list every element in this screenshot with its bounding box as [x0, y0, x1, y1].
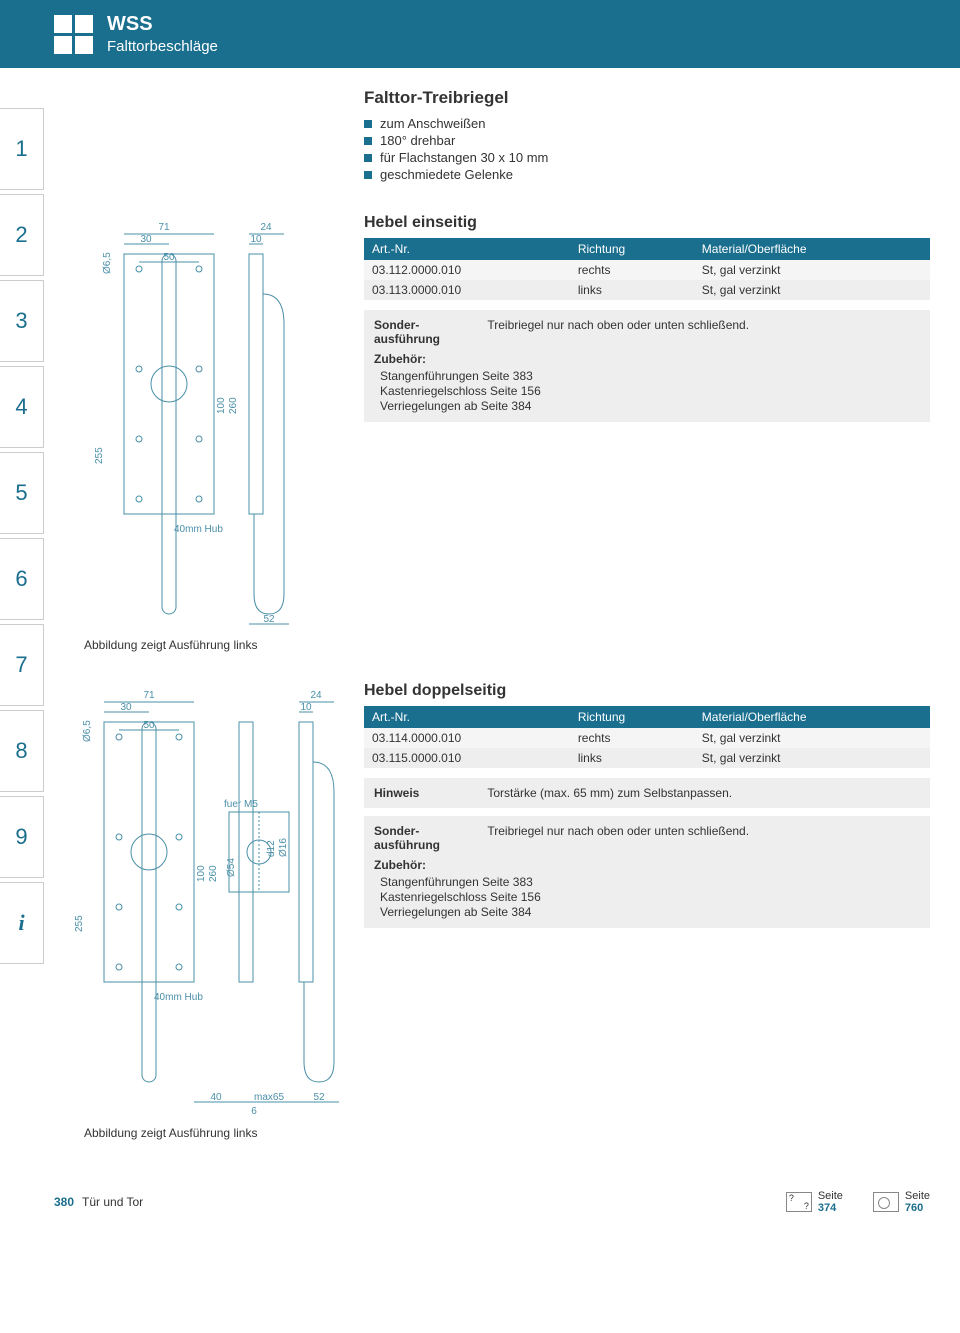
technical-drawing-2: 71 30 24 10 Ø6,5 50 100 260 255 40mm Hub… [64, 682, 364, 1122]
hint-value: Torstärke (max. 65 mm) zum Selbstanpasse… [487, 786, 913, 800]
hint-block: Hinweis Torstärke (max. 65 mm) zum Selbs… [364, 778, 930, 808]
brand-logo-icon [54, 15, 93, 54]
feature-list: zum Anschweißen 180° drehbar für Flachst… [364, 116, 930, 182]
svg-text:40: 40 [210, 1092, 222, 1103]
svg-text:260: 260 [208, 865, 219, 882]
svg-text:40mm Hub: 40mm Hub [174, 524, 223, 535]
variant-title: Hebel doppelseitig [364, 682, 930, 700]
footer-title: Tür und Tor [82, 1195, 756, 1209]
tab-3[interactable]: 3 [0, 280, 44, 362]
svg-text:30: 30 [120, 702, 132, 713]
accessory-line: Kastenriegelschloss Seite 156 [380, 384, 920, 398]
special-label: Sonder-ausführung [374, 318, 484, 346]
col-header: Material/Oberfläche [694, 706, 930, 728]
accessory-line: Stangenführungen Seite 383 [380, 369, 920, 383]
accessories-title: Zubehör: [374, 858, 920, 872]
table-row: 03.114.0000.010 rechts St, gal verzinkt [364, 728, 930, 748]
svg-text:50: 50 [163, 252, 175, 263]
feature-item: 180° drehbar [364, 133, 930, 148]
tab-9[interactable]: 9 [0, 796, 44, 878]
page-number: 380 [54, 1195, 74, 1209]
svg-text:24: 24 [310, 690, 322, 701]
table-row: 03.115.0000.010 links St, gal verzinkt [364, 748, 930, 768]
tab-info[interactable]: i [0, 882, 44, 964]
help-icon [786, 1192, 812, 1212]
special-value: Treibriegel nur nach oben oder unten sch… [487, 824, 913, 838]
section-tabs: 1 2 3 4 5 6 7 8 9 i [0, 68, 54, 1180]
svg-text:Ø16: Ø16 [278, 838, 289, 857]
tab-5[interactable]: 5 [0, 452, 44, 534]
svg-text:100: 100 [216, 397, 227, 414]
page-footer: 380 Tür und Tor Seite 374 Seite 760 [0, 1180, 960, 1230]
article-table: Art.-Nr. Richtung Material/Oberfläche 03… [364, 238, 930, 300]
svg-text:24: 24 [260, 222, 272, 233]
page-header: WSS Falttorbeschläge [0, 0, 960, 68]
variant-title: Hebel einseitig [364, 214, 930, 232]
magnify-icon [873, 1192, 899, 1212]
category-name: Falttorbeschläge [107, 38, 218, 55]
svg-text:30: 30 [140, 234, 152, 245]
svg-text:fuer M5: fuer M5 [224, 799, 258, 810]
special-block: Sonder-ausführung Treibriegel nur nach o… [364, 310, 930, 422]
tab-1[interactable]: 1 [0, 108, 44, 190]
table-row: 03.112.0000.010 rechts St, gal verzinkt [364, 260, 930, 280]
tab-8[interactable]: 8 [0, 710, 44, 792]
special-value: Treibriegel nur nach oben oder unten sch… [487, 318, 913, 332]
col-header: Material/Oberfläche [694, 238, 930, 260]
svg-text:260: 260 [228, 397, 239, 414]
accessory-line: Kastenriegelschloss Seite 156 [380, 890, 920, 904]
cross-ref-1: Seite 374 [786, 1190, 843, 1214]
drawing-caption: Abbildung zeigt Ausführung links [84, 638, 364, 652]
special-block: Sonder-ausführung Treibriegel nur nach o… [364, 816, 930, 928]
svg-text:255: 255 [74, 915, 85, 932]
tab-4[interactable]: 4 [0, 366, 44, 448]
col-header: Richtung [570, 706, 694, 728]
accessory-line: Verriegelungen ab Seite 384 [380, 399, 920, 413]
tab-2[interactable]: 2 [0, 194, 44, 276]
technical-drawing-1: 71 30 24 10 Ø6,5 50 100 260 255 40mm Hub… [74, 214, 354, 634]
svg-text:40mm Hub: 40mm Hub [154, 992, 203, 1003]
article-table: Art.-Nr. Richtung Material/Oberfläche 03… [364, 706, 930, 768]
hint-label: Hinweis [374, 786, 484, 800]
svg-text:71: 71 [143, 690, 155, 701]
special-label: Sonder-ausführung [374, 824, 484, 852]
svg-text:10: 10 [300, 702, 312, 713]
table-row: 03.113.0000.010 links St, gal verzinkt [364, 280, 930, 300]
feature-item: geschmiedete Gelenke [364, 167, 930, 182]
drawing-caption: Abbildung zeigt Ausführung links [84, 1126, 364, 1140]
feature-item: für Flachstangen 30 x 10 mm [364, 150, 930, 165]
svg-text:71: 71 [158, 222, 170, 233]
svg-text:52: 52 [313, 1092, 325, 1103]
svg-text:Ø6,5: Ø6,5 [82, 720, 93, 742]
accessories-title: Zubehör: [374, 352, 920, 366]
svg-text:6: 6 [251, 1106, 257, 1117]
product-title: Falttor-Treibriegel [364, 88, 930, 108]
svg-text:100: 100 [196, 865, 207, 882]
col-header: Richtung [570, 238, 694, 260]
accessory-line: Verriegelungen ab Seite 384 [380, 905, 920, 919]
col-header: Art.-Nr. [364, 238, 570, 260]
svg-text:Ø54: Ø54 [226, 858, 237, 877]
accessory-line: Stangenführungen Seite 383 [380, 875, 920, 889]
col-header: Art.-Nr. [364, 706, 570, 728]
feature-item: zum Anschweißen [364, 116, 930, 131]
svg-text:50: 50 [143, 720, 155, 731]
tab-7[interactable]: 7 [0, 624, 44, 706]
svg-text:10: 10 [250, 234, 262, 245]
cross-ref-2: Seite 760 [873, 1190, 930, 1214]
tab-6[interactable]: 6 [0, 538, 44, 620]
svg-text:Ø6,5: Ø6,5 [102, 252, 113, 274]
svg-text:d12: d12 [266, 840, 277, 857]
brand-name: WSS [107, 13, 218, 36]
svg-text:52: 52 [263, 614, 275, 625]
svg-text:255: 255 [94, 447, 105, 464]
svg-text:max65: max65 [254, 1092, 284, 1103]
